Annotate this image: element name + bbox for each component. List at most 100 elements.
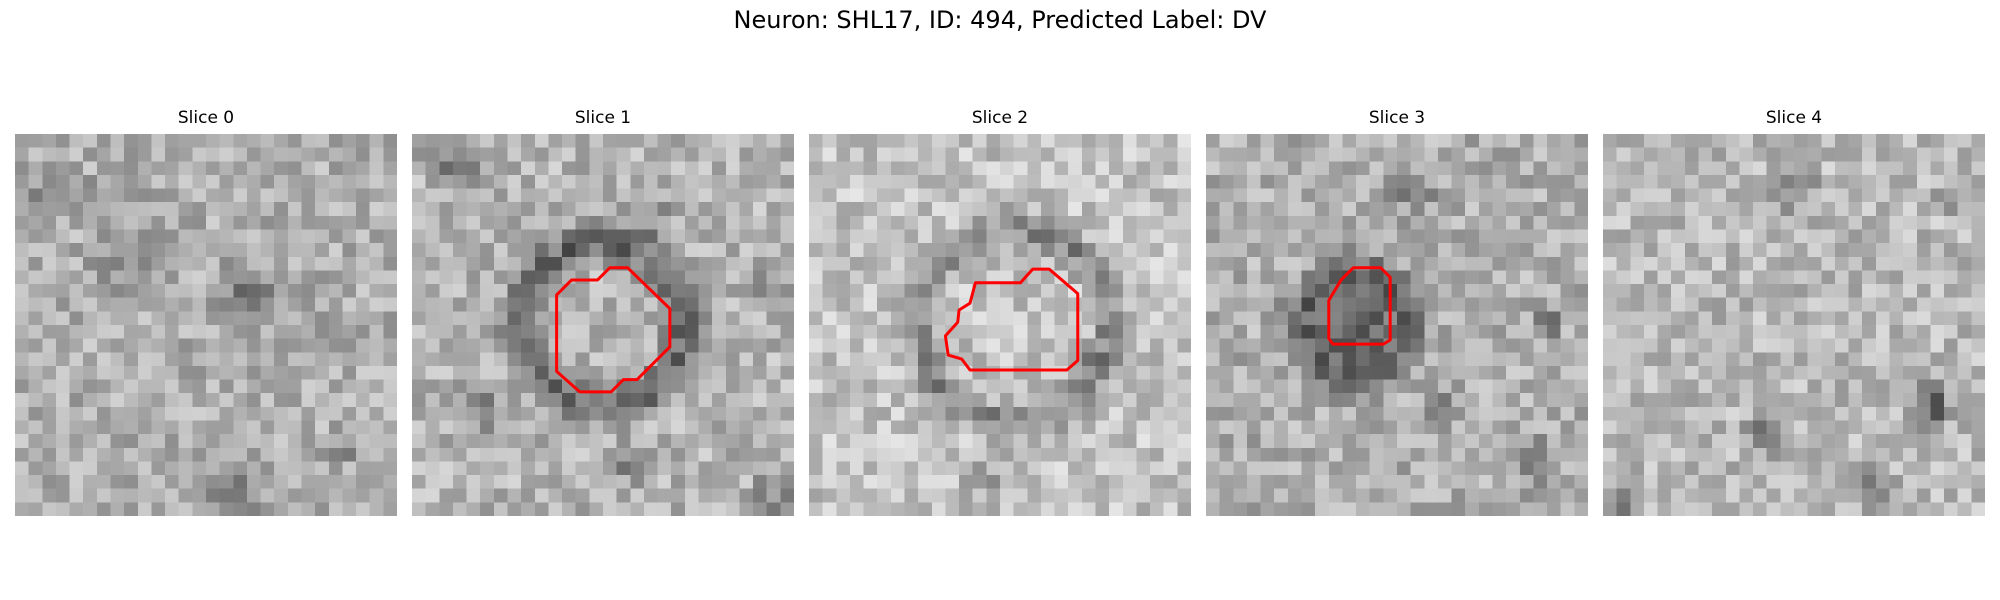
image-pixel — [1177, 161, 1191, 176]
image-pixel — [1163, 379, 1178, 394]
image-pixel — [356, 365, 370, 380]
image-pixel — [712, 420, 727, 435]
image-pixel — [1451, 434, 1466, 449]
image-pixel — [1944, 420, 1958, 435]
image-pixel — [1068, 243, 1083, 258]
image-pixel — [1547, 488, 1561, 503]
image-pixel — [342, 147, 357, 162]
image-pixel — [753, 352, 767, 367]
image-pixel — [1206, 243, 1220, 258]
image-pixel — [1095, 447, 1110, 462]
image-pixel — [165, 393, 179, 408]
image-pixel — [684, 311, 699, 326]
image-pixel — [890, 188, 905, 203]
image-pixel — [1753, 475, 1767, 489]
image-pixel — [1533, 284, 1548, 298]
image-pixel — [1533, 393, 1548, 408]
image-pixel — [1603, 475, 1617, 489]
image-pixel — [274, 243, 289, 258]
image-pixel — [452, 502, 467, 516]
image-pixel — [1533, 215, 1548, 230]
image-pixel — [219, 188, 234, 203]
image-pixel — [1739, 174, 1754, 189]
image-pixel — [301, 174, 316, 189]
image-pixel — [315, 475, 330, 489]
image-pixel — [1492, 352, 1507, 367]
image-pixel — [42, 406, 57, 421]
image-pixel — [466, 311, 481, 326]
image-pixel — [739, 270, 754, 285]
image-pixel — [110, 447, 125, 462]
image-pixel — [1712, 284, 1727, 298]
image-pixel — [1301, 174, 1316, 189]
image-pixel — [725, 256, 740, 271]
image-pixel — [684, 379, 699, 394]
image-pixel — [1397, 475, 1411, 489]
image-pixel — [1301, 134, 1316, 148]
image-pixel — [616, 502, 631, 516]
image-pixel — [1177, 134, 1191, 148]
image-pixel — [1356, 393, 1370, 408]
image-pixel — [1206, 406, 1220, 421]
image-pixel — [356, 284, 370, 298]
image-pixel — [151, 434, 166, 449]
image-pixel — [1233, 488, 1248, 503]
image-pixel — [1821, 447, 1836, 462]
image-pixel — [301, 270, 316, 285]
image-pixel — [849, 297, 864, 312]
image-pixel — [55, 161, 70, 176]
image-pixel — [1875, 393, 1890, 408]
image-pixel — [274, 393, 289, 408]
image-pixel — [124, 406, 139, 421]
image-pixel — [1506, 338, 1521, 353]
image-pixel — [959, 174, 973, 189]
image-pixel — [643, 502, 658, 516]
image-pixel — [315, 420, 330, 435]
image-pixel — [1903, 188, 1918, 203]
image-pixel — [809, 161, 823, 176]
image-pixel — [1903, 297, 1918, 312]
image-pixel — [589, 284, 604, 298]
image-pixel — [1040, 502, 1055, 516]
image-pixel — [1150, 147, 1164, 162]
image-pixel — [1136, 215, 1151, 230]
image-pixel — [1794, 134, 1808, 148]
image-pixel — [1957, 365, 1972, 380]
image-pixel — [137, 256, 152, 271]
image-pixel — [1383, 420, 1398, 435]
image-pixel — [328, 311, 343, 326]
image-pixel — [1274, 488, 1289, 503]
image-pixel — [1109, 379, 1124, 394]
image-pixel — [1930, 243, 1945, 258]
image-pixel — [753, 297, 767, 312]
image-pixel — [507, 379, 522, 394]
image-pixel — [1369, 447, 1384, 462]
image-pixel — [315, 202, 330, 217]
image-pixel — [863, 447, 878, 462]
image-pixel — [1944, 174, 1958, 189]
image-pixel — [918, 243, 933, 258]
image-pixel — [69, 461, 84, 476]
image-pixel — [110, 229, 125, 244]
image-pixel — [1519, 365, 1534, 380]
image-pixel — [1095, 488, 1110, 503]
image-pixel — [589, 502, 604, 516]
image-pixel — [959, 420, 973, 435]
image-pixel — [412, 243, 426, 258]
image-pixel — [1712, 447, 1727, 462]
image-pixel — [124, 352, 139, 367]
image-pixel — [192, 188, 207, 203]
image-pixel — [1068, 270, 1083, 285]
image-pixel — [1383, 447, 1398, 462]
image-pixel — [1930, 256, 1945, 271]
image-pixel — [328, 406, 343, 421]
image-pixel — [753, 379, 767, 394]
image-pixel — [1957, 434, 1972, 449]
image-pixel — [439, 352, 454, 367]
image-pixel — [809, 461, 823, 476]
image-pixel — [1136, 461, 1151, 476]
image-pixel — [507, 188, 522, 203]
image-pixel — [809, 188, 823, 203]
image-pixel — [630, 311, 645, 326]
image-pixel — [480, 502, 495, 516]
